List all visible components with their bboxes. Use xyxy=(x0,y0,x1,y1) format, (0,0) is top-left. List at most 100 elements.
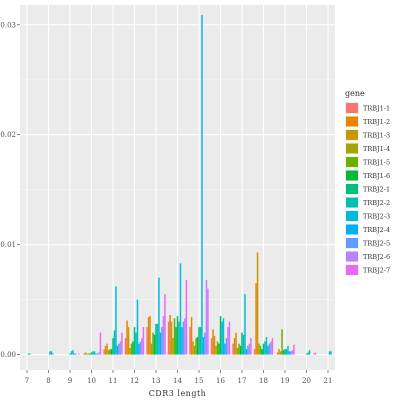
y-tick-label: 0.01 xyxy=(0,241,16,249)
bar xyxy=(288,351,291,355)
bar xyxy=(282,350,285,355)
bar xyxy=(268,343,271,355)
legend-label: TRBJ2-6 xyxy=(363,253,390,261)
bar xyxy=(127,327,130,355)
y-tick-label: 0.02 xyxy=(0,131,16,139)
bar xyxy=(239,345,242,355)
bar xyxy=(212,329,214,355)
legend-label: TRBJ1-2 xyxy=(363,118,390,126)
bar xyxy=(196,337,199,355)
bar xyxy=(244,294,246,355)
bar xyxy=(136,299,139,355)
bar xyxy=(150,343,153,355)
x-tick-label: 20 xyxy=(302,377,311,385)
bar xyxy=(73,353,76,355)
bar xyxy=(216,341,219,355)
bar xyxy=(118,343,120,355)
bar xyxy=(199,327,202,355)
x-tick-label: 12 xyxy=(130,377,139,385)
bar xyxy=(167,321,170,355)
bar xyxy=(130,343,133,355)
legend-swatch xyxy=(346,238,358,248)
legend-label: TRBJ2-5 xyxy=(363,240,390,248)
bar xyxy=(90,352,93,355)
bar xyxy=(181,327,183,355)
bar xyxy=(198,327,200,355)
bar xyxy=(129,348,131,355)
bar xyxy=(290,351,292,355)
bar xyxy=(70,351,73,355)
bar xyxy=(162,316,165,355)
bar xyxy=(135,332,137,355)
bar xyxy=(238,343,240,355)
bar xyxy=(235,332,237,355)
bar xyxy=(224,343,226,355)
legend-swatch xyxy=(346,251,358,262)
bar xyxy=(69,353,71,355)
x-tick-label: 7 xyxy=(25,377,29,385)
bar xyxy=(110,349,113,355)
bar xyxy=(291,350,294,355)
legend-swatch xyxy=(346,224,358,235)
x-tick-label: 9 xyxy=(68,377,72,385)
bar xyxy=(176,316,179,355)
bar xyxy=(278,349,280,355)
bar xyxy=(185,279,188,355)
bar xyxy=(184,318,186,355)
legend-swatch xyxy=(346,211,358,221)
bar xyxy=(279,351,282,355)
legend-label: TRBJ2-1 xyxy=(363,186,390,194)
x-tick-label: 8 xyxy=(46,377,50,385)
bar xyxy=(141,338,143,355)
bar xyxy=(192,341,194,355)
bar xyxy=(83,353,85,355)
bar xyxy=(164,294,166,355)
bar xyxy=(149,316,151,355)
x-tick-label: 17 xyxy=(238,377,247,385)
bar xyxy=(173,318,176,355)
bar xyxy=(119,341,122,355)
bar xyxy=(201,14,203,355)
bar xyxy=(161,327,163,355)
bar xyxy=(98,352,100,355)
legend-label: TRBJ1-3 xyxy=(363,132,390,140)
legend-label: TRBJ2-2 xyxy=(363,199,390,207)
bar xyxy=(27,353,30,355)
x-tick-label: 16 xyxy=(216,377,225,385)
x-tick-label: 14 xyxy=(173,377,182,385)
bar xyxy=(218,343,220,355)
legend-swatch xyxy=(346,103,358,113)
bar xyxy=(99,332,102,355)
bar xyxy=(109,349,111,355)
legend-title: gene xyxy=(345,89,365,98)
bar xyxy=(222,318,225,355)
bar xyxy=(258,343,260,355)
bar xyxy=(89,353,91,355)
x-tick-label: 13 xyxy=(152,377,161,385)
x-tick-label: 21 xyxy=(324,377,333,385)
bar xyxy=(285,349,288,355)
bar xyxy=(52,353,54,355)
bar xyxy=(265,337,268,355)
bar xyxy=(233,338,236,355)
bar xyxy=(152,332,154,355)
bar xyxy=(87,353,90,355)
bar xyxy=(225,338,228,355)
bar xyxy=(210,338,213,355)
bar xyxy=(287,345,289,355)
x-tick-label: 10 xyxy=(87,377,96,385)
legend-label: TRBJ1-4 xyxy=(363,145,390,153)
bar xyxy=(307,352,309,355)
bar xyxy=(133,327,136,355)
bar xyxy=(50,351,53,355)
bar xyxy=(245,349,248,355)
bar xyxy=(142,327,145,355)
legend-swatch xyxy=(346,157,358,167)
legend-label: TRBJ1-6 xyxy=(363,172,390,180)
bar xyxy=(250,338,252,355)
bar xyxy=(159,332,162,355)
bar xyxy=(189,327,191,355)
legend-swatch xyxy=(346,170,358,181)
